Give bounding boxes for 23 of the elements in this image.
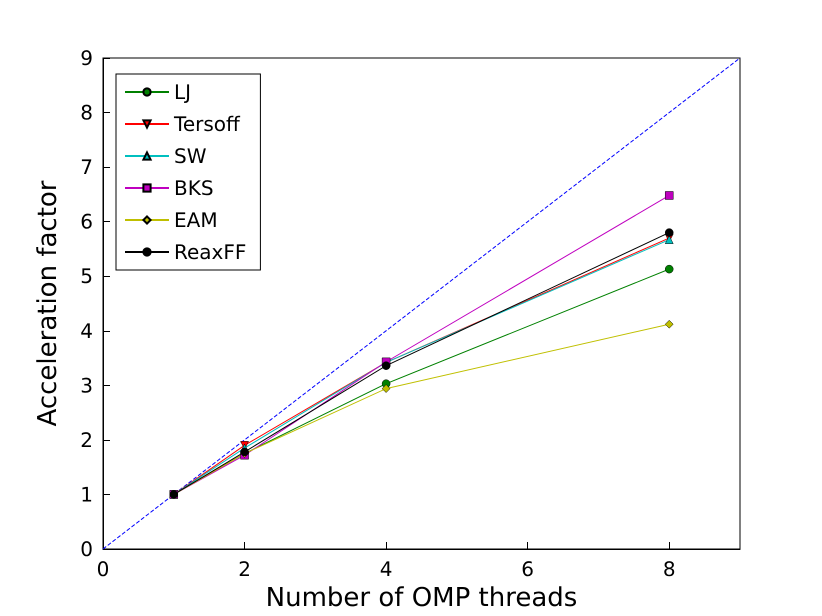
legend-label: SW bbox=[174, 144, 207, 168]
y-tick-label: 6 bbox=[80, 210, 93, 234]
legend-label: Tersoff bbox=[173, 112, 241, 136]
x-tick-label: 2 bbox=[238, 557, 251, 581]
y-tick-label: 0 bbox=[80, 537, 93, 561]
y-tick-label: 2 bbox=[80, 428, 93, 452]
y-tick-label: 5 bbox=[80, 264, 93, 288]
x-tick-label: 0 bbox=[96, 557, 110, 581]
legend-label: ReaxFF bbox=[174, 240, 246, 264]
y-tick-label: 4 bbox=[80, 318, 93, 343]
y-tick-label: 7 bbox=[80, 155, 93, 180]
y-tick-label: 3 bbox=[80, 373, 93, 398]
y-tick-label: 8 bbox=[80, 100, 93, 125]
y-tick-label: 9 bbox=[80, 46, 93, 70]
x-tick-label: 8 bbox=[662, 557, 676, 581]
legend-label: BKS bbox=[174, 176, 214, 200]
x-axis-title: Number of OMP threads bbox=[266, 583, 578, 613]
x-tick-label: 6 bbox=[521, 557, 534, 581]
y-tick-label: 1 bbox=[80, 482, 93, 506]
legend-label: LJ bbox=[174, 80, 192, 104]
x-tick-label: 4 bbox=[380, 557, 392, 581]
y-axis-title: Acceleration factor bbox=[33, 180, 63, 426]
legend-label: EAM bbox=[174, 208, 218, 232]
